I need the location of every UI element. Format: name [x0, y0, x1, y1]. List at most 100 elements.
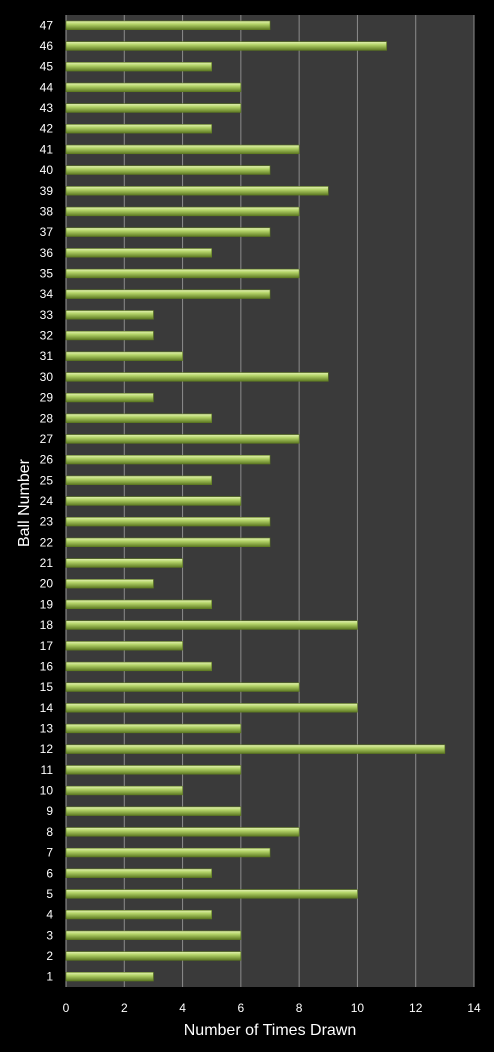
y-tick-label-28: 28 [40, 411, 54, 425]
y-tick-label-8: 8 [46, 825, 53, 839]
y-axis-ticks: 1234567891011121314151617181920212223242… [40, 18, 54, 983]
bar-ball-47 [65, 20, 271, 30]
y-tick-label-13: 13 [40, 721, 54, 735]
bar-ball-46 [65, 41, 387, 51]
bar-ball-36 [65, 248, 213, 258]
bar-ball-42 [65, 124, 213, 134]
y-tick-label-10: 10 [40, 784, 54, 798]
y-tick-label-22: 22 [40, 535, 54, 549]
bar-ball-26 [65, 454, 271, 465]
y-tick-label-11: 11 [41, 763, 54, 777]
y-tick-label-33: 33 [40, 308, 54, 322]
y-tick-label-17: 17 [40, 639, 54, 653]
bar-ball-10 [65, 785, 183, 796]
bar-ball-13 [65, 723, 242, 734]
bar-ball-35 [65, 268, 300, 279]
bar-ball-15 [65, 682, 300, 692]
bar-ball-19 [65, 599, 213, 610]
x-tick-label-10: 10 [351, 1001, 365, 1015]
bar-ball-24 [65, 496, 242, 506]
y-tick-label-2: 2 [46, 949, 53, 963]
bar-ball-34 [65, 289, 271, 299]
bar-ball-8 [65, 827, 300, 837]
y-tick-label-27: 27 [40, 432, 54, 446]
y-tick-label-9: 9 [46, 804, 53, 818]
y-tick-label-36: 36 [40, 246, 54, 260]
y-tick-label-16: 16 [40, 659, 54, 673]
y-tick-label-7: 7 [46, 846, 53, 860]
y-tick-label-6: 6 [46, 866, 53, 880]
bar-ball-12 [65, 744, 446, 754]
bar-ball-32 [65, 330, 154, 341]
y-tick-label-37: 37 [40, 225, 54, 239]
y-tick-label-23: 23 [40, 515, 54, 529]
x-tick-label-8: 8 [296, 1001, 303, 1015]
y-tick-label-3: 3 [46, 928, 53, 942]
y-tick-label-30: 30 [40, 370, 54, 384]
x-tick-label-6: 6 [238, 1001, 245, 1015]
y-tick-label-45: 45 [40, 60, 54, 74]
bar-ball-38 [65, 206, 300, 217]
y-tick-label-24: 24 [40, 494, 54, 508]
bar-ball-33 [65, 310, 154, 320]
y-tick-label-39: 39 [40, 184, 54, 198]
bar-ball-40 [65, 165, 271, 175]
bar-ball-7 [65, 847, 271, 858]
y-tick-label-25: 25 [40, 473, 54, 487]
y-tick-label-21: 21 [40, 556, 54, 570]
bar-ball-18 [65, 620, 358, 630]
x-tick-label-12: 12 [409, 1001, 423, 1015]
y-axis-title: Ball Number [16, 458, 33, 547]
x-tick-label-2: 2 [121, 1001, 128, 1015]
y-tick-label-42: 42 [40, 122, 54, 136]
y-tick-label-26: 26 [40, 453, 54, 467]
y-tick-label-47: 47 [40, 18, 54, 32]
y-tick-label-14: 14 [40, 701, 54, 715]
bar-ball-17 [65, 641, 183, 651]
bar-ball-44 [65, 82, 242, 93]
y-tick-label-29: 29 [40, 391, 54, 405]
bar-ball-28 [65, 413, 213, 423]
y-tick-label-40: 40 [40, 163, 54, 177]
bar-ball-39 [65, 186, 329, 196]
bar-ball-31 [65, 351, 183, 361]
bar-ball-2 [65, 951, 242, 961]
bar-ball-3 [65, 930, 242, 940]
y-tick-label-5: 5 [46, 887, 53, 901]
bar-ball-6 [65, 868, 213, 878]
bar-ball-43 [65, 103, 242, 113]
y-tick-label-15: 15 [40, 680, 54, 694]
bar-ball-5 [65, 889, 358, 899]
y-tick-label-35: 35 [40, 267, 54, 281]
bar-ball-16 [65, 661, 213, 672]
y-tick-label-12: 12 [40, 742, 54, 756]
bar-ball-25 [65, 475, 213, 485]
bar-ball-20 [65, 579, 154, 589]
y-tick-label-31: 31 [40, 349, 54, 363]
y-tick-label-19: 19 [40, 597, 54, 611]
bar-ball-9 [65, 806, 242, 816]
y-tick-label-41: 41 [40, 142, 54, 156]
y-tick-label-43: 43 [40, 101, 54, 115]
bar-ball-22 [65, 537, 271, 548]
bar-ball-45 [65, 62, 213, 72]
bars [65, 20, 446, 982]
y-tick-label-34: 34 [40, 287, 54, 301]
bar-ball-21 [65, 558, 183, 568]
y-tick-label-4: 4 [46, 908, 53, 922]
y-tick-label-44: 44 [40, 80, 54, 94]
x-axis-ticks: 0 2 4 6 8 10 12 14 [63, 1001, 481, 1015]
y-tick-label-32: 32 [40, 329, 54, 343]
bar-ball-30 [65, 372, 329, 382]
y-tick-label-18: 18 [40, 618, 54, 632]
y-tick-label-38: 38 [40, 204, 54, 218]
bar-ball-27 [65, 434, 300, 444]
bar-ball-29 [65, 392, 154, 403]
bar-ball-11 [65, 765, 242, 775]
x-tick-label-14: 14 [467, 1001, 481, 1015]
bar-ball-1 [65, 972, 154, 982]
bar-ball-4 [65, 909, 213, 920]
x-tick-label-4: 4 [179, 1001, 186, 1015]
